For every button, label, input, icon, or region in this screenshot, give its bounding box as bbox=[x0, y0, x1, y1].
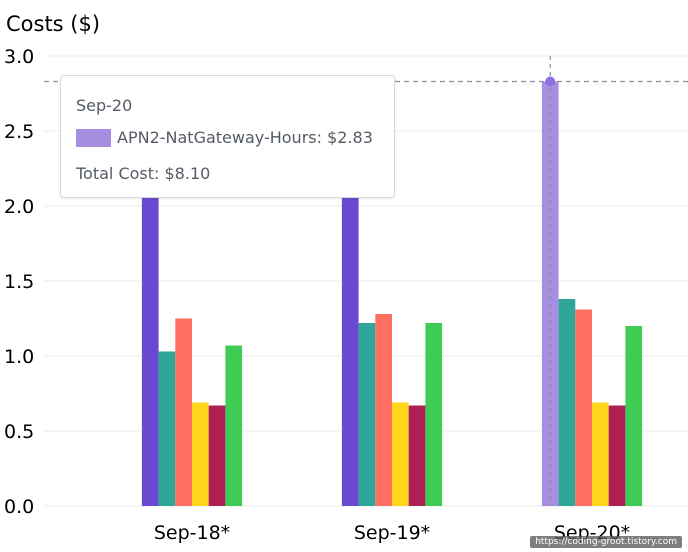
y-tick-label: 1.0 bbox=[4, 346, 34, 368]
bar[interactable] bbox=[625, 326, 643, 506]
tooltip-series-swatch bbox=[76, 128, 111, 147]
bar[interactable] bbox=[408, 405, 426, 507]
bar[interactable] bbox=[358, 323, 376, 506]
hover-crosshair bbox=[44, 56, 688, 506]
y-tick-label: 3.0 bbox=[4, 46, 34, 68]
y-tick-label: 0.0 bbox=[4, 496, 34, 518]
y-tick-label: 2.0 bbox=[4, 196, 34, 218]
bar[interactable] bbox=[225, 345, 243, 507]
x-tick-label: Sep-18* bbox=[154, 522, 230, 544]
bar[interactable] bbox=[541, 81, 559, 507]
tooltip-series-value: APN2-NatGateway-Hours: $2.83 bbox=[117, 128, 373, 147]
bar[interactable] bbox=[558, 299, 576, 506]
bar[interactable] bbox=[425, 323, 443, 506]
tooltip-date: Sep-20 bbox=[76, 96, 133, 115]
x-tick-label: Sep-19* bbox=[354, 522, 430, 544]
hover-tooltip: Sep-20 APN2-NatGateway-Hours: $2.83 Tota… bbox=[60, 75, 395, 198]
bars bbox=[141, 81, 643, 507]
y-axis-title: Costs ($) bbox=[6, 12, 100, 36]
tooltip-total-cost: Total Cost: $8.10 bbox=[76, 164, 211, 183]
bar[interactable] bbox=[375, 314, 392, 506]
bar[interactable] bbox=[592, 402, 609, 507]
bar[interactable] bbox=[575, 309, 592, 507]
tooltip-series-row: APN2-NatGateway-Hours: $2.83 bbox=[76, 128, 373, 147]
bar[interactable] bbox=[208, 405, 226, 507]
y-tick-label: 2.5 bbox=[4, 121, 34, 143]
watermark: https://coding-groot.tistory.com bbox=[530, 536, 682, 548]
bar[interactable] bbox=[192, 402, 209, 507]
y-axis-ticks: 0.0 0.5 1.0 1.5 2.0 2.5 3.0 bbox=[4, 46, 34, 518]
y-tick-label: 0.5 bbox=[4, 421, 34, 443]
bar[interactable] bbox=[608, 405, 626, 507]
y-tick-label: 1.5 bbox=[4, 271, 34, 293]
hover-point bbox=[545, 76, 556, 87]
bar[interactable] bbox=[392, 402, 409, 507]
bar[interactable] bbox=[175, 318, 192, 507]
bar[interactable] bbox=[158, 351, 176, 507]
